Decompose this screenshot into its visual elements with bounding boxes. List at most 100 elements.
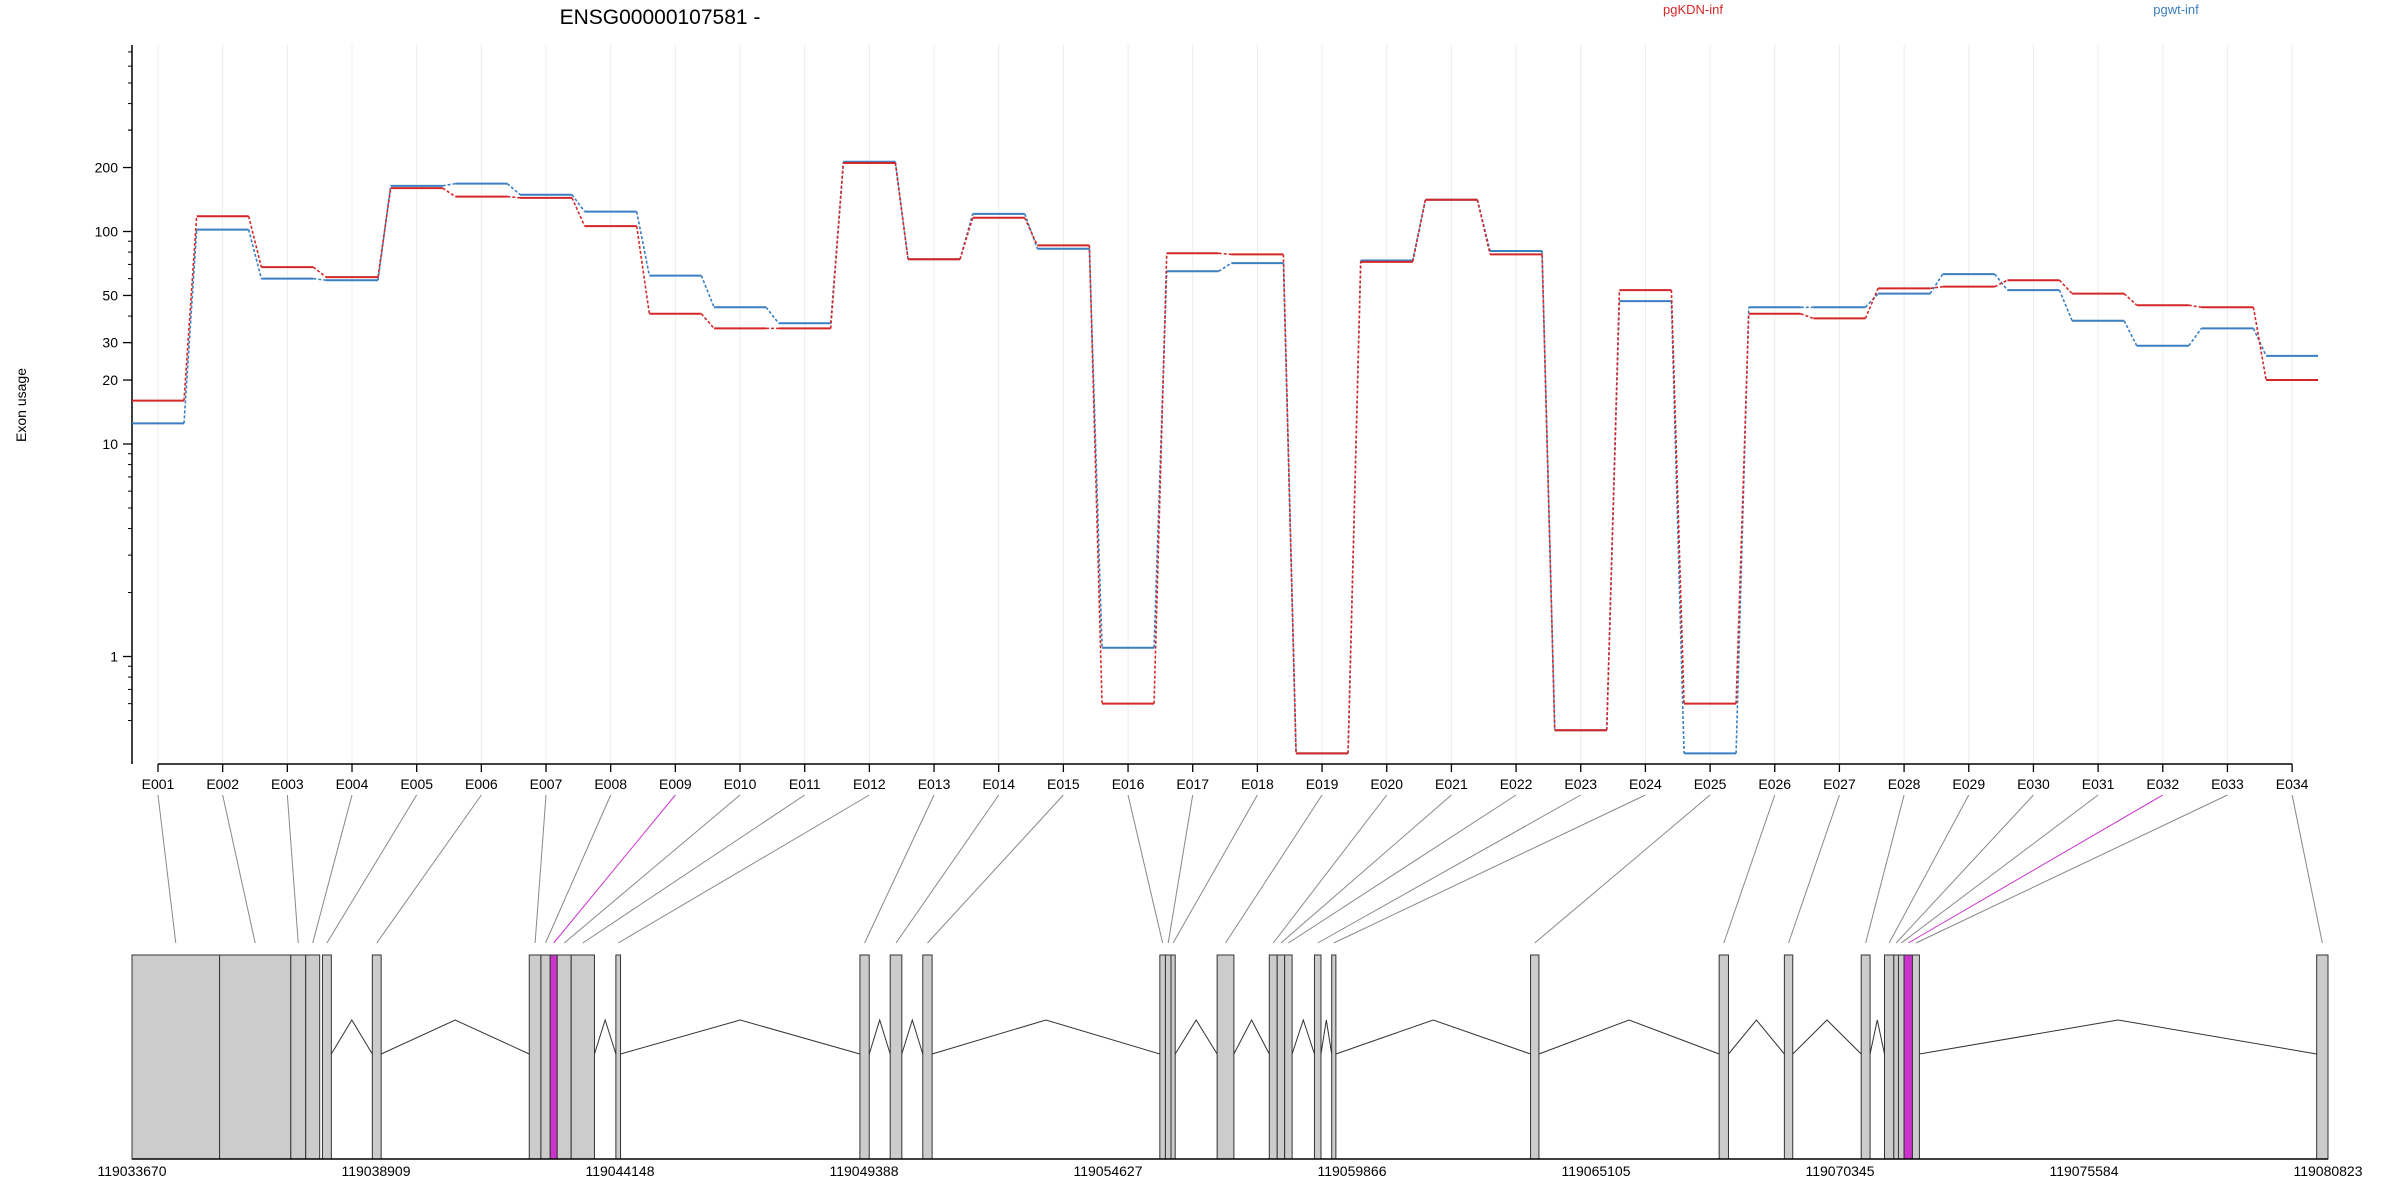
exon-mapping-line bbox=[534, 794, 547, 944]
exon-box bbox=[290, 954, 307, 1160]
x-tick-label: E029 bbox=[1952, 776, 1985, 792]
series-connector bbox=[313, 277, 327, 281]
series-pgKDN-inf bbox=[132, 162, 2319, 755]
grid-layer bbox=[157, 45, 2293, 764]
series-connector bbox=[1282, 254, 1297, 754]
axes-layer: 1 10 20 30 50 100 200 E001 E002 E003 E004 E005 E006 E… bbox=[95, 45, 2309, 792]
y-tick-label: 30 bbox=[102, 335, 118, 351]
exon-mapping-line bbox=[1288, 794, 1517, 944]
y-axis-label: Exon usage bbox=[13, 368, 29, 442]
series-connector bbox=[1929, 285, 1943, 290]
x-tick-label: E008 bbox=[594, 776, 627, 792]
series-connector bbox=[1864, 293, 1879, 308]
exon-box bbox=[556, 954, 572, 1160]
series-connector bbox=[1088, 248, 1103, 648]
x-tick-label: E013 bbox=[918, 776, 951, 792]
series-connector bbox=[1670, 301, 1685, 754]
intron-arc bbox=[868, 1018, 891, 1055]
y-tick-label: 100 bbox=[95, 224, 119, 240]
y-tick-label: 50 bbox=[102, 287, 118, 303]
exon-mapping-line bbox=[157, 794, 177, 944]
x-tick-label: E012 bbox=[853, 776, 886, 792]
series-connector bbox=[183, 216, 198, 401]
exon-mapping-line bbox=[553, 794, 676, 944]
series-connector bbox=[1411, 199, 1427, 262]
series-connector bbox=[247, 229, 263, 279]
exon-box bbox=[1159, 954, 1166, 1160]
exon-mapping-lines bbox=[157, 794, 2323, 944]
genomic-coordinate-label: 119075584 bbox=[2049, 1163, 2118, 1179]
series-connector bbox=[1541, 254, 1556, 731]
exon-box bbox=[1276, 954, 1286, 1160]
series-connector bbox=[1800, 313, 1814, 320]
exon-box bbox=[1903, 954, 1913, 1160]
exon-box bbox=[371, 954, 382, 1160]
series-connector bbox=[1994, 273, 2009, 291]
series-connector bbox=[2123, 320, 2138, 347]
exon-mapping-line bbox=[286, 794, 299, 944]
x-tick-label: E014 bbox=[982, 776, 1015, 792]
exon-mapping-line bbox=[1534, 794, 1711, 944]
exon-mapping-line bbox=[1865, 794, 1905, 944]
exon-box bbox=[570, 954, 595, 1160]
genomic-coordinate-label: 119059866 bbox=[1317, 1163, 1386, 1179]
y-tick-label: 200 bbox=[95, 160, 119, 176]
gene-model-track: 119033670 119038909 119044148 119049388 1190… bbox=[97, 954, 2363, 1179]
genomic-coordinate-label: 119038909 bbox=[341, 1163, 410, 1179]
exon-box bbox=[1911, 954, 1920, 1160]
exon-box bbox=[1331, 954, 1337, 1160]
exon-box bbox=[1893, 954, 1899, 1160]
exon-mapping-line bbox=[864, 794, 935, 944]
exon-box bbox=[549, 954, 558, 1160]
series-connector bbox=[2188, 304, 2202, 309]
intron-arc bbox=[1291, 1018, 1315, 1055]
exon-mapping-line bbox=[1900, 794, 2099, 944]
series-connector bbox=[2188, 327, 2203, 347]
series-connector bbox=[1347, 261, 1362, 754]
series-connector bbox=[829, 162, 845, 329]
y-tick-label: 10 bbox=[102, 436, 118, 452]
x-tick-label: E027 bbox=[1823, 776, 1856, 792]
legend-pgwt-inf: pgwt-inf bbox=[2153, 2, 2199, 17]
x-tick-label: E017 bbox=[1176, 776, 1209, 792]
series-connector bbox=[1605, 290, 1621, 731]
series-connector bbox=[1735, 307, 1750, 754]
x-tick-label: E031 bbox=[2082, 776, 2115, 792]
exon-box bbox=[859, 954, 870, 1160]
series-connector bbox=[1088, 245, 1103, 704]
y-tick-label: 20 bbox=[102, 372, 118, 388]
genomic-coordinate-label: 119044148 bbox=[585, 1163, 654, 1179]
exon-box bbox=[1216, 954, 1235, 1160]
series-connector bbox=[700, 313, 715, 329]
chart-title: ENSG00000107581 - bbox=[560, 6, 761, 29]
exon-box bbox=[1897, 954, 1905, 1160]
x-tick-label: E018 bbox=[1241, 776, 1274, 792]
series-pgwt-inf bbox=[132, 160, 2319, 755]
exon-box bbox=[321, 954, 332, 1160]
series-connector bbox=[700, 275, 715, 308]
intron-arc bbox=[1869, 1019, 1885, 1055]
intron-arc bbox=[620, 1019, 861, 1055]
exon-mapping-line bbox=[1127, 794, 1164, 944]
genomic-coordinate-label: 119065105 bbox=[1561, 1163, 1630, 1179]
series-connector bbox=[506, 183, 521, 196]
x-tick-label: E016 bbox=[1112, 776, 1145, 792]
exon-box bbox=[528, 954, 542, 1160]
exon-box bbox=[922, 954, 933, 1160]
genomic-coordinate-label: 119054627 bbox=[1073, 1163, 1142, 1179]
series-connector bbox=[442, 182, 456, 187]
exon-mapping-line bbox=[1317, 794, 1581, 944]
x-tick-label: E005 bbox=[400, 776, 433, 792]
x-tick-label: E032 bbox=[2146, 776, 2179, 792]
intron-arc bbox=[901, 1018, 924, 1055]
series-connector bbox=[765, 306, 780, 324]
exon-mapping-line bbox=[2291, 794, 2323, 944]
series-connector bbox=[183, 229, 198, 424]
x-tick-label: E003 bbox=[271, 776, 304, 792]
exon-box bbox=[540, 954, 551, 1160]
x-tick-label: E009 bbox=[659, 776, 692, 792]
series-connector bbox=[894, 162, 909, 260]
exon-mapping-line bbox=[1280, 794, 1452, 944]
series-connector bbox=[1864, 288, 1879, 319]
x-tick-label: E022 bbox=[1500, 776, 1533, 792]
